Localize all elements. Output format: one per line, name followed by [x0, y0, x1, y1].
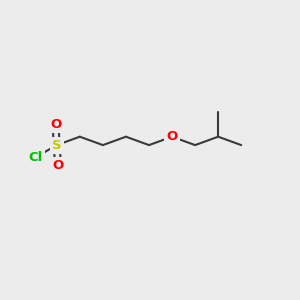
- Text: O: O: [52, 159, 64, 172]
- Text: Cl: Cl: [28, 151, 43, 164]
- Text: O: O: [167, 130, 178, 143]
- Text: S: S: [52, 139, 62, 152]
- Text: O: O: [50, 118, 61, 131]
